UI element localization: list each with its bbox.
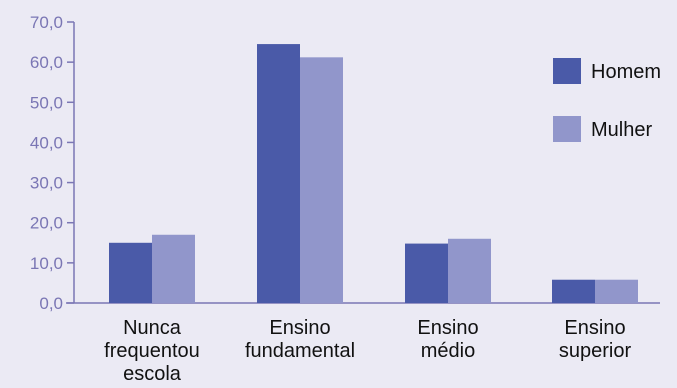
x-category-label: fundamental bbox=[245, 340, 355, 362]
x-category-label: escola bbox=[123, 363, 182, 385]
x-category-label: Ensino bbox=[564, 317, 625, 339]
x-category-label: Nunca bbox=[123, 317, 182, 339]
y-tick-label: 20,0 bbox=[30, 214, 63, 233]
x-category-label: Ensino bbox=[417, 317, 478, 339]
legend-swatch-mulher bbox=[553, 116, 581, 142]
bar-homem-3 bbox=[405, 243, 448, 303]
bar-mulher-1 bbox=[152, 234, 195, 303]
bar-mulher-3 bbox=[448, 238, 491, 303]
y-tick-label: 60,0 bbox=[30, 53, 63, 72]
y-tick-label: 50,0 bbox=[30, 93, 63, 112]
bars bbox=[109, 44, 638, 303]
x-category-label: Ensino bbox=[269, 317, 330, 339]
bar-mulher-4 bbox=[595, 279, 638, 303]
y-tick-label: 30,0 bbox=[30, 174, 63, 193]
legend: Homem Mulher bbox=[553, 58, 661, 142]
y-tick-label: 0,0 bbox=[39, 294, 63, 313]
x-category-label: frequentou bbox=[104, 340, 200, 362]
category-labels: NuncafrequentouescolaEnsinofundamentalEn… bbox=[104, 317, 631, 385]
y-tick-label: 10,0 bbox=[30, 254, 63, 273]
x-category-label: superior bbox=[559, 340, 632, 362]
bar-mulher-2 bbox=[300, 57, 343, 303]
x-category-label: médio bbox=[421, 340, 475, 362]
legend-swatch-homem bbox=[553, 58, 581, 84]
bar-homem-2 bbox=[257, 44, 300, 303]
legend-label-mulher: Mulher bbox=[591, 119, 652, 141]
bar-homem-4 bbox=[552, 279, 595, 303]
y-tick-label: 40,0 bbox=[30, 133, 63, 152]
legend-label-homem: Homem bbox=[591, 61, 661, 83]
y-tick-label: 70,0 bbox=[30, 13, 63, 32]
bar-homem-1 bbox=[109, 242, 152, 303]
